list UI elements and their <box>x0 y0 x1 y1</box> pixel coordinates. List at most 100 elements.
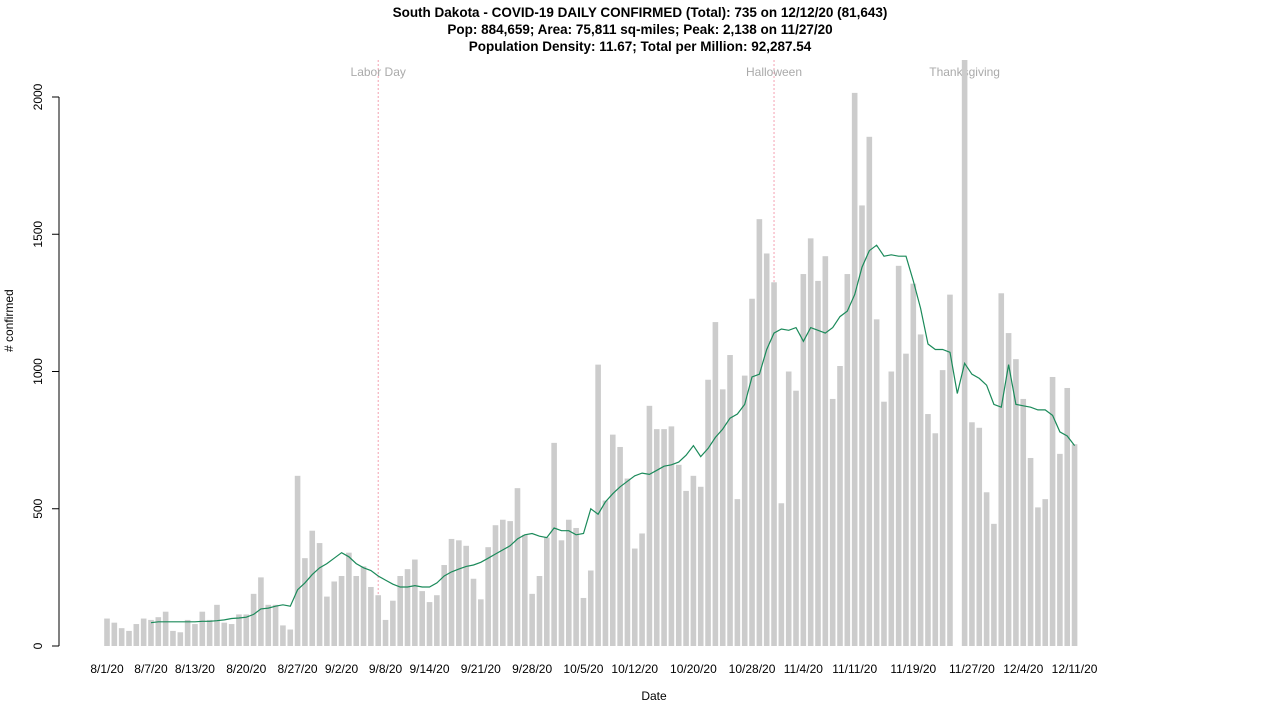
x-axis-label: Date <box>641 689 667 703</box>
x-tick-label: 10/20/20 <box>670 662 717 676</box>
chart-subtitle-1: Pop: 884,659; Area: 75,811 sq-miles; Pea… <box>447 22 833 37</box>
bar <box>939 370 946 646</box>
bar <box>602 500 609 646</box>
bar <box>536 576 543 646</box>
y-tick-label: 1000 <box>31 358 45 385</box>
x-tick-label: 12/11/20 <box>1052 662 1098 676</box>
x-tick-label: 9/28/20 <box>512 662 552 676</box>
bar <box>463 545 469 646</box>
bar <box>507 521 513 646</box>
bar <box>712 322 719 646</box>
bar <box>419 591 425 646</box>
bar <box>199 611 206 646</box>
x-tick-label: 10/5/20 <box>563 662 603 676</box>
bar <box>888 371 895 646</box>
bar <box>624 478 631 646</box>
bar <box>1020 398 1027 646</box>
bar <box>522 534 528 646</box>
annotation-label: Labor Day <box>351 65 406 79</box>
bar <box>668 426 675 646</box>
bar <box>346 552 352 646</box>
bar <box>118 628 125 646</box>
bar <box>925 414 931 646</box>
bar <box>287 629 294 646</box>
bar <box>697 486 704 646</box>
bar <box>785 371 792 646</box>
bar <box>587 570 594 646</box>
chart-titles: South Dakota - COVID-19 DAILY CONFIRMED … <box>0 4 1280 55</box>
bar <box>1005 333 1012 646</box>
bar <box>1035 507 1041 646</box>
bar <box>316 543 323 646</box>
bar <box>353 576 360 646</box>
bar <box>969 422 975 646</box>
bar <box>155 617 162 646</box>
bar <box>1042 499 1049 646</box>
bar <box>639 533 645 646</box>
bar <box>910 283 917 646</box>
bar <box>397 576 403 646</box>
bar <box>133 624 140 646</box>
bar <box>544 537 550 646</box>
x-tick-label: 11/11/20 <box>832 662 877 676</box>
bar <box>258 577 264 646</box>
bar <box>903 353 909 646</box>
bar <box>756 219 763 646</box>
bar <box>104 618 110 646</box>
bar <box>558 540 565 646</box>
bar <box>390 600 396 646</box>
bar <box>162 611 169 646</box>
x-tick-label: 8/13/20 <box>175 662 215 676</box>
x-tick-label: 8/7/20 <box>134 662 168 676</box>
bar <box>184 619 191 646</box>
bar <box>368 586 374 646</box>
x-tick-label: 10/28/20 <box>729 662 776 676</box>
bar <box>470 578 477 646</box>
bar <box>236 614 242 646</box>
bar <box>763 253 770 646</box>
bar <box>1064 387 1071 646</box>
bar <box>741 375 748 646</box>
bar <box>529 593 535 646</box>
bar <box>492 525 499 646</box>
y-tick-label: 1500 <box>31 221 45 248</box>
bar <box>991 523 997 646</box>
bar <box>294 475 301 646</box>
y-tick-label: 2000 <box>31 83 45 110</box>
bar <box>675 464 682 646</box>
bar <box>265 604 272 646</box>
bar <box>1057 453 1063 646</box>
bar <box>778 503 785 646</box>
bar <box>514 488 521 646</box>
x-tick-label: 8/27/20 <box>278 662 318 676</box>
bar <box>873 319 880 646</box>
bar <box>1027 457 1034 646</box>
bar <box>793 390 799 646</box>
bar <box>1013 359 1019 646</box>
bar <box>609 434 616 646</box>
bar <box>829 398 836 646</box>
bar <box>595 364 601 646</box>
bar <box>111 622 118 646</box>
bar <box>243 614 250 646</box>
bar <box>331 581 338 646</box>
annotation-label: Halloween <box>746 65 802 79</box>
chart-title: South Dakota - COVID-19 DAILY CONFIRMED … <box>392 5 888 20</box>
bar <box>206 619 213 646</box>
x-tick-label: 9/2/20 <box>325 662 359 676</box>
x-tick-label: 8/20/20 <box>226 662 266 676</box>
bar <box>500 519 506 646</box>
bar <box>866 136 873 647</box>
bar <box>947 294 953 646</box>
bar <box>690 475 697 646</box>
x-tick-label: 11/27/20 <box>949 662 995 676</box>
bar <box>485 547 491 646</box>
bar <box>998 293 1005 646</box>
bar <box>719 389 726 646</box>
bar <box>895 265 902 646</box>
bar <box>653 429 660 646</box>
bar <box>478 599 484 646</box>
bar <box>771 282 777 646</box>
bar <box>382 619 389 646</box>
